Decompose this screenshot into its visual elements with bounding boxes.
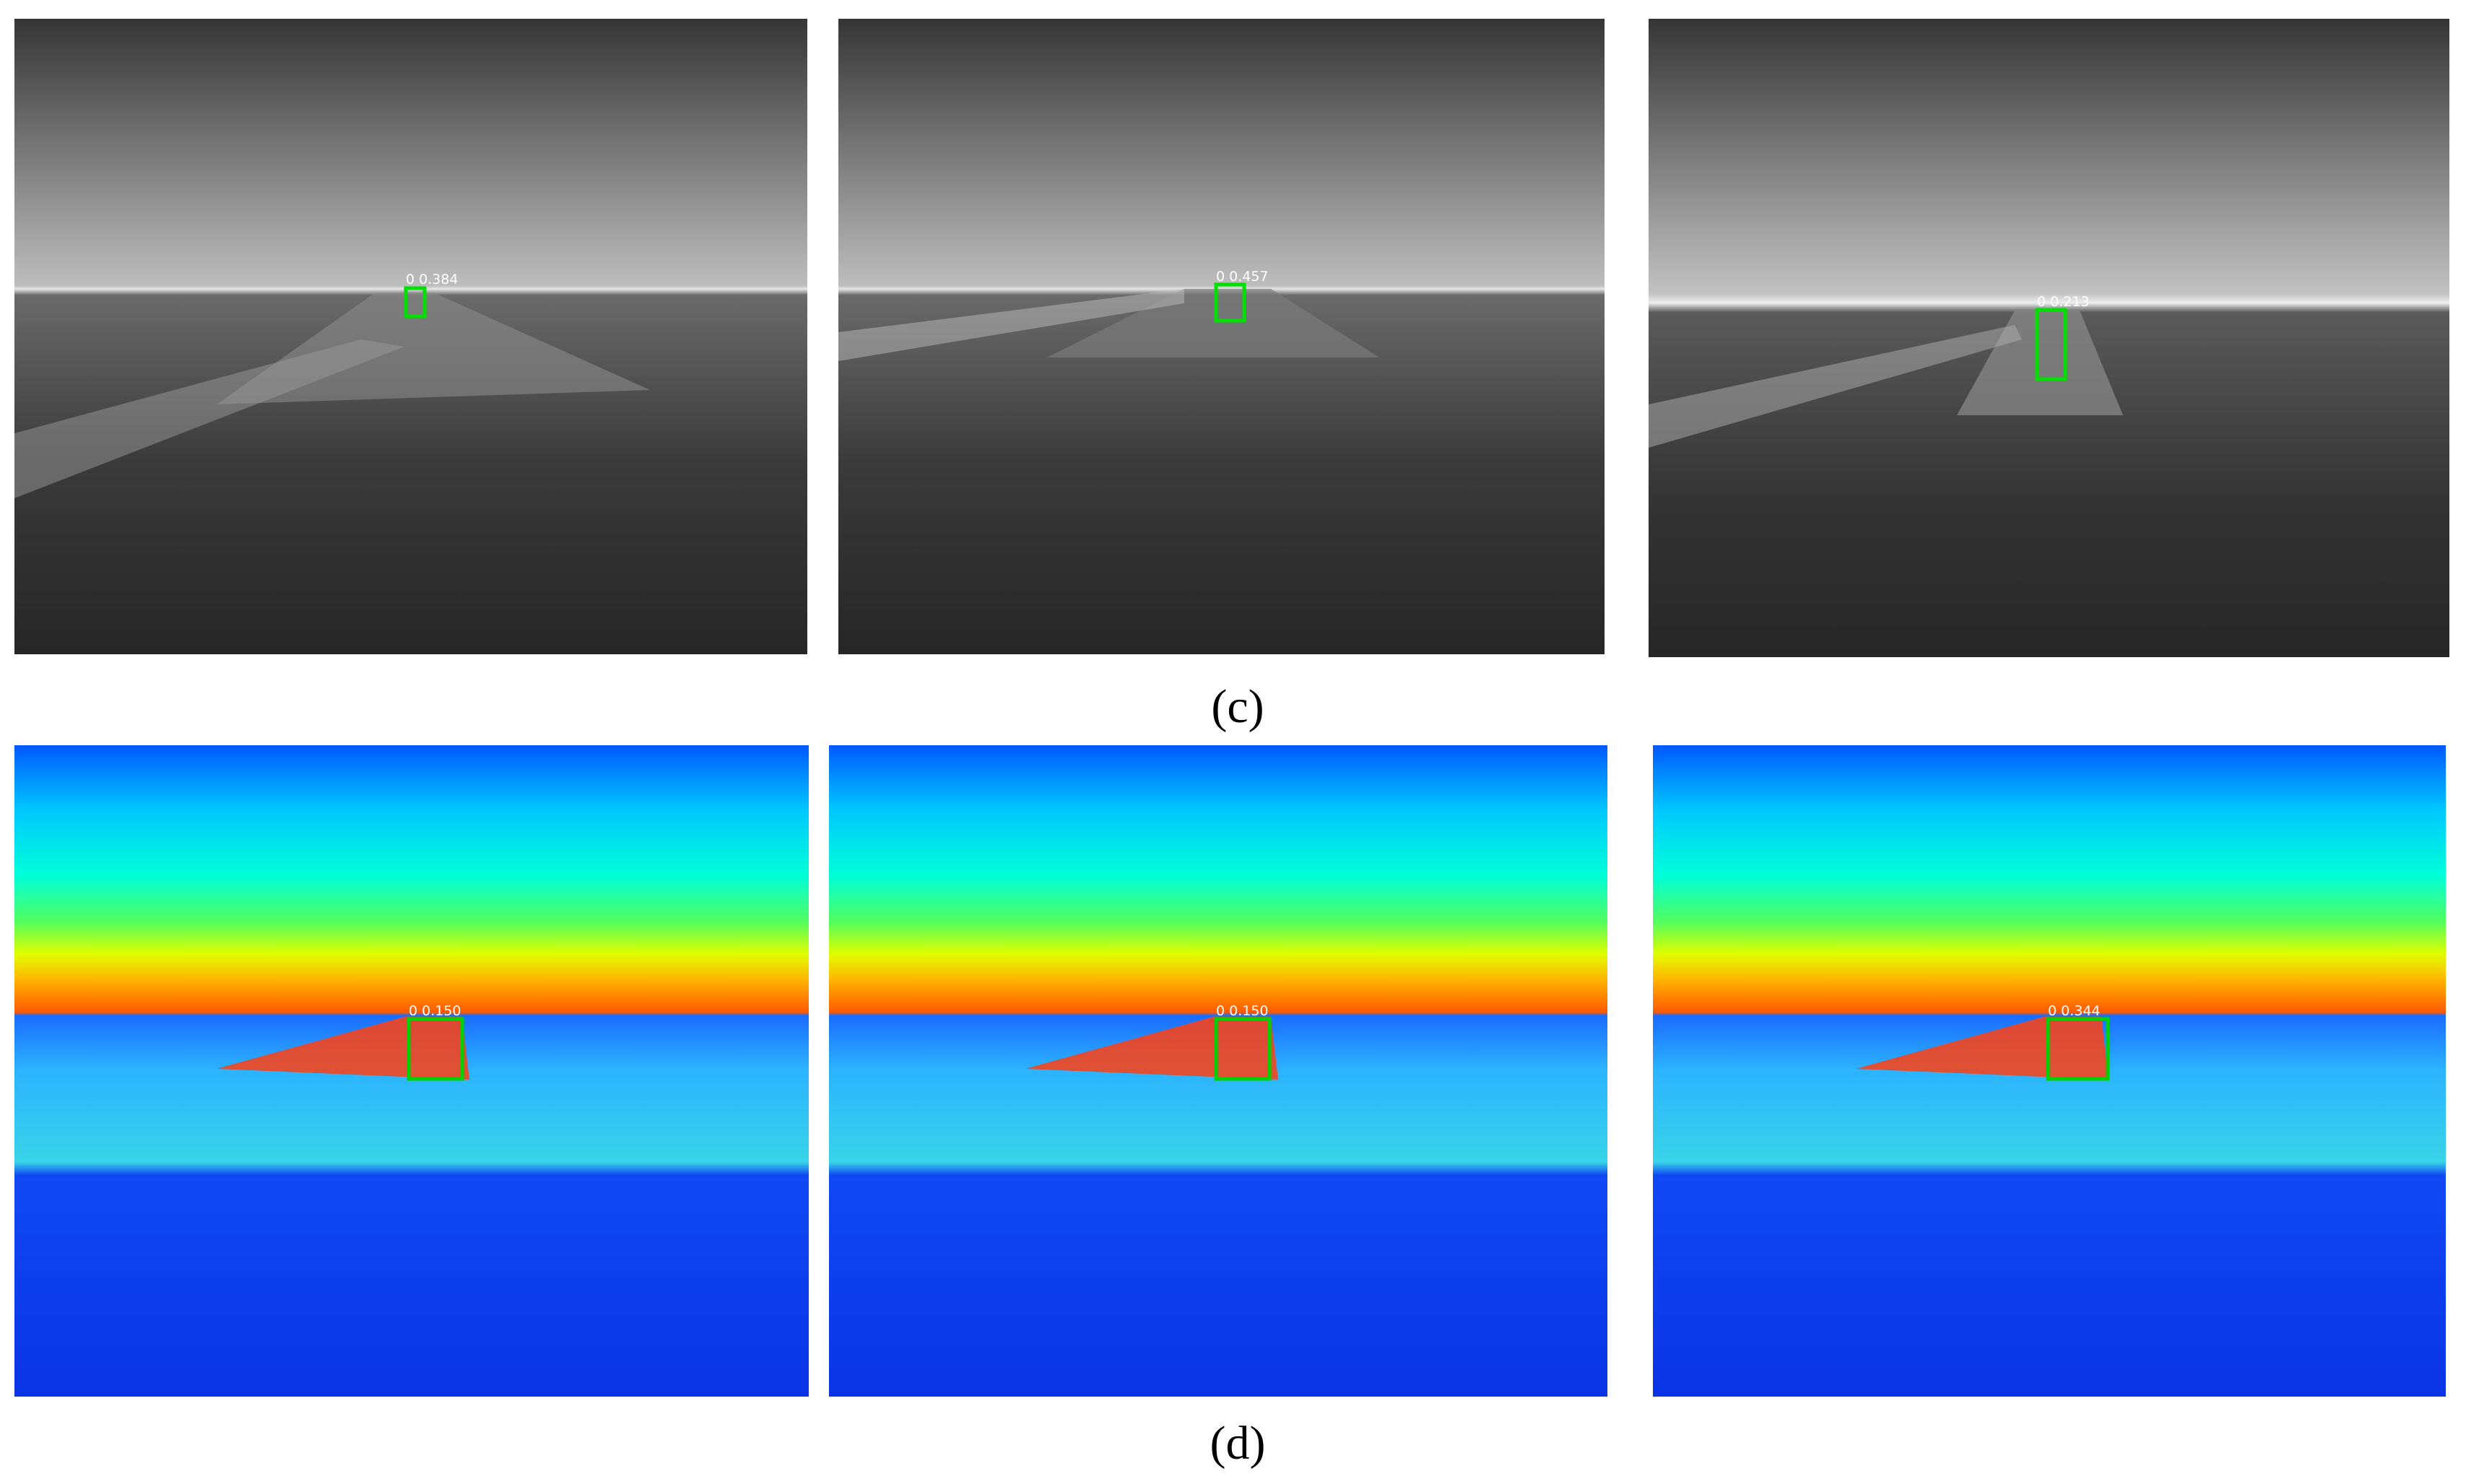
detection-box (2035, 308, 2067, 381)
ground-feature (217, 1017, 469, 1080)
ground-feature (1047, 289, 1379, 357)
detection-box (404, 286, 427, 318)
detection-label: 0 0.384 (406, 272, 459, 287)
detection-box (407, 1017, 464, 1081)
ground-feature (1957, 311, 2123, 415)
panel-caption: (c) (1211, 680, 1264, 733)
detection-label: 0 0.213 (2037, 294, 2090, 310)
detection-box (2046, 1017, 2110, 1081)
detection-label: 0 0.457 (1216, 269, 1269, 285)
detection-label: 0 0.150 (409, 1003, 461, 1019)
ground-feature (1649, 325, 2022, 448)
ground-feature (14, 339, 404, 498)
panel-caption: (d) (1210, 1417, 1266, 1470)
detection-box (1214, 282, 1246, 323)
detection-label: 0 0.344 (2048, 1003, 2101, 1019)
detection-label: 0 0.150 (1216, 1003, 1269, 1019)
detection-box (1214, 1017, 1272, 1081)
ground-feature (838, 289, 1184, 361)
ground-feature (1856, 1017, 2109, 1080)
